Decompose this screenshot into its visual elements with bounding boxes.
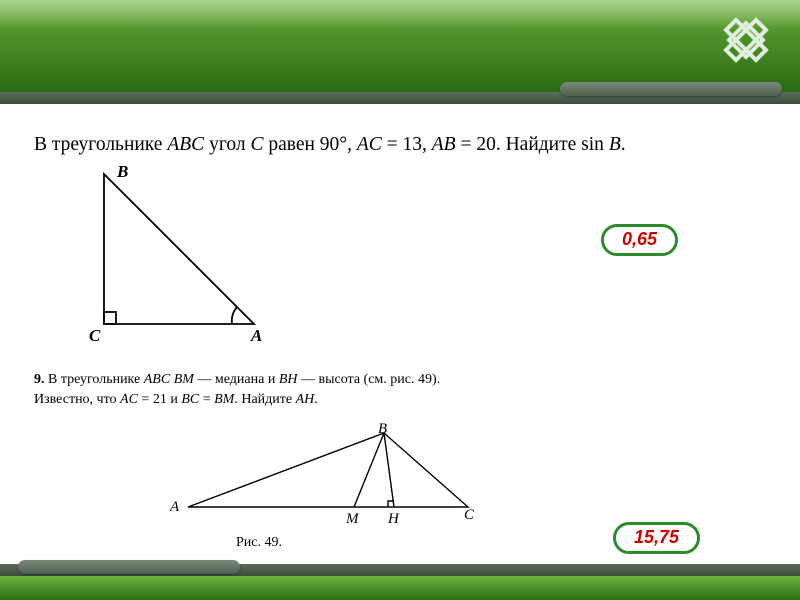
p2-tname: ABC xyxy=(144,372,170,387)
vertex-label-B2: B xyxy=(378,421,387,438)
p1-side2eq: = 20. Найдите sin xyxy=(456,134,609,155)
p2-l2e: . xyxy=(314,392,318,407)
p2-bm2: BM xyxy=(214,392,234,407)
vertex-label-B: B xyxy=(117,162,128,182)
slide: В треугольнике ABC угол C равен 90°, AC … xyxy=(0,0,800,600)
vertex-label-C2: C xyxy=(464,507,474,524)
p2-l2d: . Найдите xyxy=(234,392,295,407)
p2-ac: AC xyxy=(120,392,138,407)
p2-l2b: = 21 и xyxy=(138,392,181,407)
answer-2-value: 15,75 xyxy=(634,527,679,547)
p1-triangle: ABC xyxy=(167,134,204,155)
p2-l1b: — медиана и xyxy=(194,372,279,387)
footer-bar xyxy=(0,576,800,600)
p1-anglev: C xyxy=(250,134,263,155)
header-divider-accent xyxy=(560,82,782,96)
triangle-1-svg xyxy=(34,166,294,346)
p1-findangle: B xyxy=(609,134,621,155)
p1-mid2: равен 90°, xyxy=(263,134,356,155)
p2-ah: AH xyxy=(296,392,315,407)
header-divider xyxy=(0,92,800,104)
problem-2-block: 9. В треугольнике ABC BM — медиана и BH … xyxy=(34,370,766,545)
p1-side1eq: = 13, xyxy=(382,134,432,155)
answer-1-pill: 0,65 xyxy=(601,224,678,256)
vertex-label-M: M xyxy=(346,511,359,528)
knot-ornament-icon xyxy=(714,8,778,72)
vertex-label-A2: A xyxy=(170,499,179,516)
content-area: В треугольнике ABC угол C равен 90°, AC … xyxy=(34,118,766,546)
p2-bh: BH xyxy=(279,372,298,387)
vertex-label-A: A xyxy=(251,326,262,346)
p1-side1: AC xyxy=(357,134,382,155)
footer-divider-accent xyxy=(18,560,240,574)
header-highlight xyxy=(0,0,800,28)
figure-caption: Рис. 49. xyxy=(236,535,282,551)
vertex-label-H: H xyxy=(388,511,399,528)
p2-number: 9. xyxy=(34,372,45,387)
header-bar xyxy=(0,0,800,92)
p2-bm: BM xyxy=(174,372,194,387)
triangle-2-svg xyxy=(174,425,494,525)
p2-l2c: = xyxy=(199,392,214,407)
problem-1-figure: B C A xyxy=(34,166,294,346)
answer-2-pill: 15,75 xyxy=(613,522,700,554)
p1-prefix: В треугольнике xyxy=(34,134,167,155)
p2-bc: BC xyxy=(181,392,199,407)
p2-l1a: В треугольнике xyxy=(45,372,144,387)
problem-2-figure: A B C M H Рис. 49. xyxy=(174,425,514,545)
vertex-label-C: C xyxy=(89,326,100,346)
p2-l2a: Известно, что xyxy=(34,392,120,407)
problem-1-text: В треугольнике ABC угол C равен 90°, AC … xyxy=(34,132,766,158)
problem-2-text: 9. В треугольнике ABC BM — медиана и BH … xyxy=(34,370,766,411)
answer-1-value: 0,65 xyxy=(622,229,657,249)
p1-side2: AB xyxy=(432,134,456,155)
p2-l1c: — высота (см. рис. 49). xyxy=(298,372,441,387)
p1-period: . xyxy=(621,134,626,155)
p1-mid1: угол xyxy=(204,134,250,155)
